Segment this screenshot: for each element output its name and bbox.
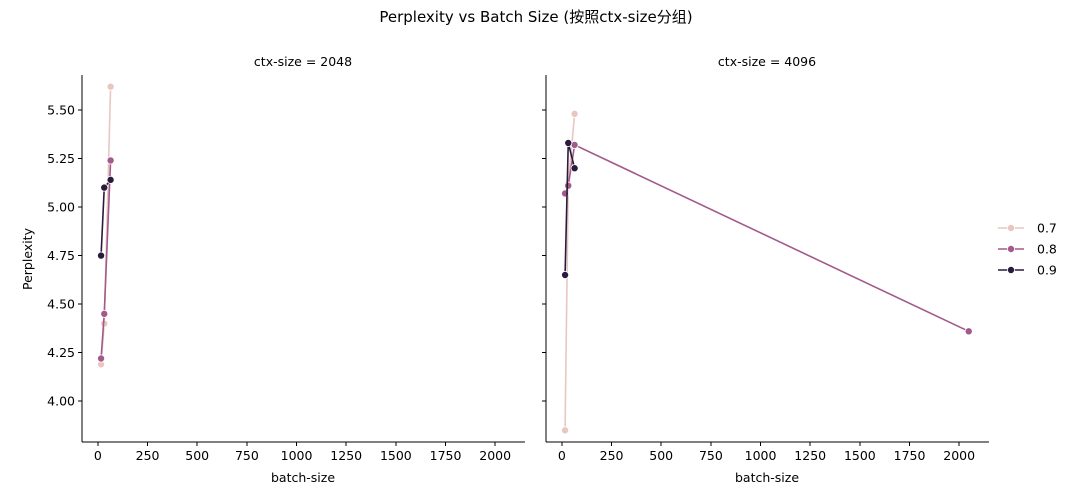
- x-tick-label: 0: [94, 448, 102, 463]
- y-axis-label: Perplexity: [20, 227, 35, 290]
- y-tick-label: 5.00: [47, 200, 75, 215]
- data-point-0.8: [964, 327, 973, 336]
- y-tick-label: 4.00: [47, 394, 75, 409]
- facet-title-right: ctx-size = 4096: [718, 54, 816, 69]
- data-point-0.9: [570, 164, 579, 173]
- legend-marker-0.9: [1007, 265, 1016, 274]
- x-tick-label: 500: [185, 448, 209, 463]
- data-point-0.9: [100, 183, 109, 192]
- data-point-0.9: [561, 271, 570, 280]
- x-tick-label: 750: [699, 448, 723, 463]
- x-tick-label: 2000: [479, 448, 511, 463]
- data-point-0.7: [570, 109, 579, 118]
- legend-label-0.7: 0.7: [1037, 221, 1057, 236]
- y-tick-label: 4.75: [47, 248, 75, 263]
- legend: 0.7 0.8 0.9: [998, 221, 1057, 278]
- x-tick-label: 750: [235, 448, 259, 463]
- y-tick-label: 5.25: [47, 151, 75, 166]
- y-tick-label: 4.25: [47, 345, 75, 360]
- data-point-0.9: [106, 175, 115, 184]
- x-tick-label: 1750: [894, 448, 926, 463]
- data-point-0.8: [97, 354, 106, 363]
- x-tick-label: 1750: [430, 448, 462, 463]
- x-tick-label: 0: [558, 448, 566, 463]
- legend-label-0.8: 0.8: [1037, 242, 1057, 257]
- x-tick-label: 1000: [281, 448, 313, 463]
- x-tick-label: 1500: [380, 448, 412, 463]
- x-tick-label: 1250: [794, 448, 826, 463]
- data-point-0.9: [97, 251, 106, 260]
- x-axis-label-right: batch-size: [735, 470, 799, 485]
- data-point-0.8: [100, 309, 109, 318]
- facet-panel-left: 0 250 500 750 1000 1250 1500 1750 2000 4.00 4.25 4.…: [47, 75, 525, 463]
- x-tick-label: 500: [649, 448, 673, 463]
- x-tick-label: 1000: [745, 448, 777, 463]
- data-point-0.9: [564, 138, 573, 147]
- x-tick-label: 2000: [943, 448, 975, 463]
- data-point-0.7: [106, 82, 115, 91]
- x-tick-label: 250: [600, 448, 624, 463]
- facet-title-left: ctx-size = 2048: [254, 54, 352, 69]
- data-point-0.8: [106, 156, 115, 165]
- legend-label-0.9: 0.9: [1037, 263, 1057, 278]
- facet-panel-right: 0 250 500 750 1000 1250 1500 1750 2000: [542, 75, 989, 463]
- y-tick-label: 4.50: [47, 297, 75, 312]
- legend-marker-0.8: [1007, 244, 1016, 253]
- legend-marker-0.7: [1007, 223, 1016, 232]
- x-tick-label: 250: [136, 448, 160, 463]
- x-axis-label-left: batch-size: [271, 470, 335, 485]
- y-tick-label: 5.50: [47, 102, 75, 117]
- data-point-0.7: [561, 426, 570, 435]
- x-tick-label: 1250: [330, 448, 362, 463]
- chart-title: Perplexity vs Batch Size (按照ctx-size分组): [379, 8, 692, 26]
- x-tick-label: 1500: [844, 448, 876, 463]
- data-point-0.8: [564, 181, 573, 190]
- series-line-0.8: [564, 143, 970, 333]
